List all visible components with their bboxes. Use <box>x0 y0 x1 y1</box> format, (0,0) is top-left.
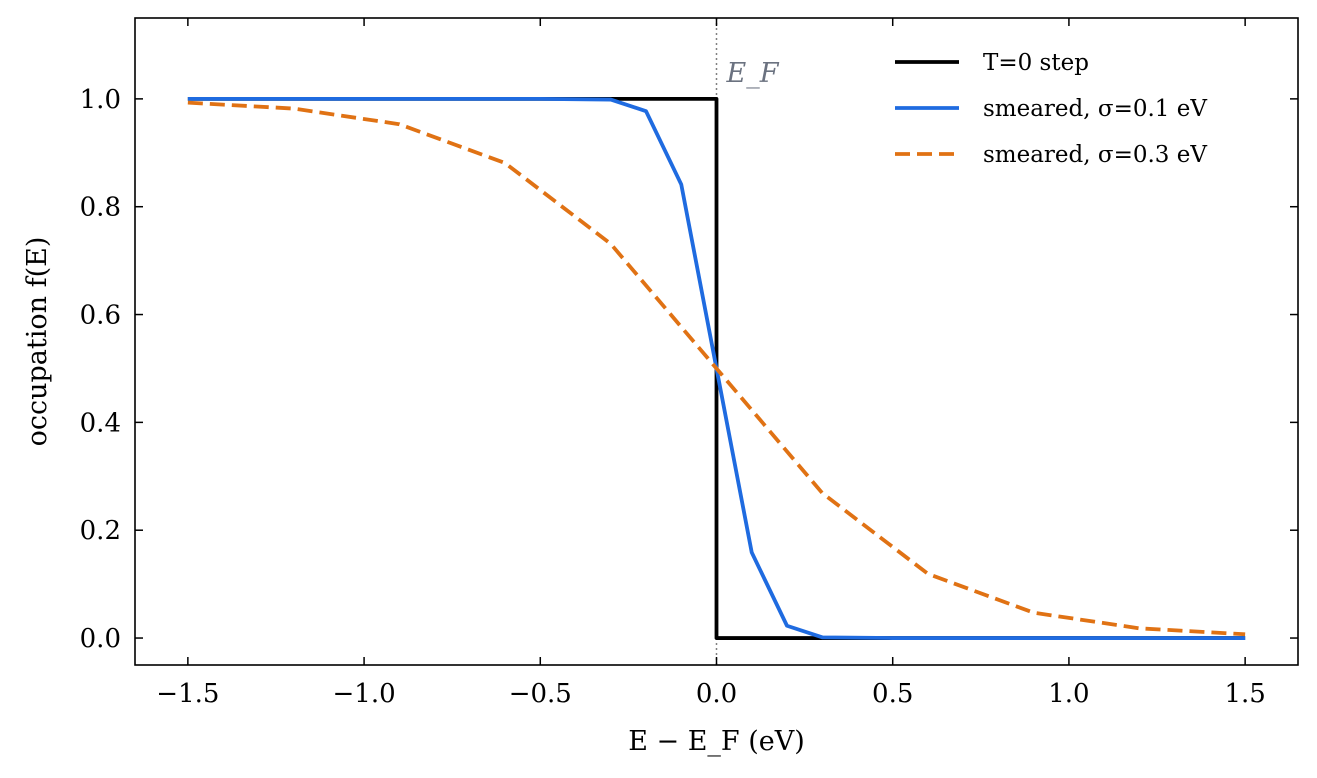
x-tick-label: −0.5 <box>509 679 572 709</box>
y-tick-label: 0.0 <box>80 624 121 654</box>
fermi-level-label: E_F <box>726 58 780 89</box>
legend-label-0: T=0 step <box>983 50 1089 76</box>
y-tick-label: 0.4 <box>80 408 121 438</box>
legend-label-1: smeared, σ=0.1 eV <box>983 96 1207 122</box>
x-tick-label: 0.0 <box>696 679 737 709</box>
series-line-2 <box>187 100 1246 637</box>
y-tick-label: 0.2 <box>80 516 121 546</box>
x-tick-label: −1.0 <box>333 679 396 709</box>
y-tick-label: 0.8 <box>80 193 121 223</box>
series-line-1 <box>187 96 1246 640</box>
legend: T=0 step smeared, σ=0.1 eV smeared, σ=0.3 … <box>895 50 1207 168</box>
legend-label-2: smeared, σ=0.3 eV <box>983 142 1207 168</box>
tick-layer: −1.5 −1.0 −0.5 0.0 0.5 1.0 1.5 0.0 0.2 0.4 0.6 0.8 1… <box>80 18 1298 709</box>
x-axis-label: E − E_F (eV) <box>628 726 805 757</box>
y-axis-label: occupation f(E) <box>22 237 53 447</box>
y-tick-label: 0.6 <box>80 301 121 331</box>
plot-layer <box>187 18 1246 665</box>
y-tick-label: 1.0 <box>80 85 121 115</box>
x-tick-label: 1.5 <box>1224 679 1265 709</box>
x-tick-label: −1.5 <box>156 679 219 709</box>
x-tick-label: 1.0 <box>1048 679 1089 709</box>
x-tick-label: 0.5 <box>872 679 913 709</box>
